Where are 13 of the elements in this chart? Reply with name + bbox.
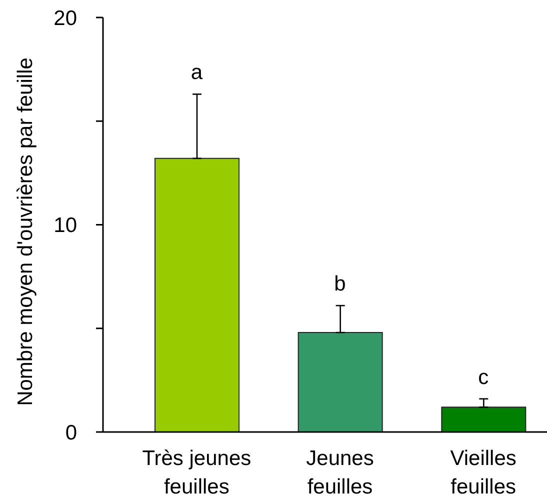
bar <box>441 406 526 432</box>
y-tick-label: 10 <box>54 214 77 238</box>
y-axis-title: Nombre moyen d'ouvrières par feuille <box>14 58 36 406</box>
y-tick-label: 20 <box>54 6 77 30</box>
x-tick-label: Vieilles feuilles <box>450 447 516 498</box>
annotation: a <box>190 61 203 84</box>
bar <box>298 332 383 432</box>
x-tick-label: Jeunes feuilles <box>306 447 374 498</box>
bar <box>154 158 240 432</box>
annotation: c <box>478 366 489 389</box>
y-tick-label: 0 <box>65 421 77 444</box>
x-tick-label: Très jeunes feuilles <box>142 447 252 498</box>
annotation: b <box>334 272 346 296</box>
